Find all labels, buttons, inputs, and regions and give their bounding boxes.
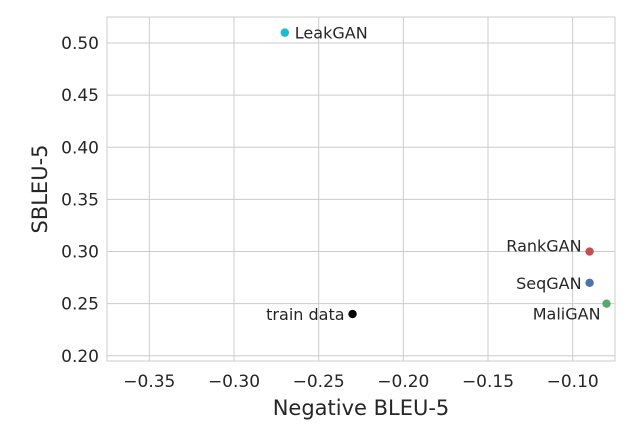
point-label-rankgan: RankGAN (506, 237, 581, 256)
x-tick-label: −0.20 (377, 372, 429, 392)
point-label-seqgan: SeqGAN (516, 274, 581, 293)
x-axis-label: Negative BLEU-5 (273, 396, 450, 420)
grid-lines (107, 17, 615, 361)
point-label-leakgan: LeakGAN (295, 24, 368, 43)
point-label-maligan: MaliGAN (533, 305, 601, 324)
x-tick-label: −0.35 (123, 372, 175, 392)
data-points: LeakGAN RankGAN SeqGAN MaliGAN train data (266, 24, 611, 324)
y-tick-label: 0.50 (61, 34, 99, 54)
x-tick-label: −0.25 (293, 372, 345, 392)
data-point-seqgan (585, 278, 594, 288)
y-tick-label: 0.30 (61, 243, 99, 263)
y-tick-label: 0.35 (61, 190, 99, 210)
y-tick-label: 0.25 (61, 295, 99, 315)
x-tick-label: −0.10 (547, 372, 599, 392)
tick-labels: −0.35 −0.30 −0.25 −0.20 −0.15 −0.10 0.20 0.25 0.… (61, 34, 599, 392)
y-tick-label: 0.20 (61, 347, 99, 367)
y-tick-label: 0.45 (61, 86, 99, 106)
y-tick-label: 0.40 (61, 138, 99, 158)
data-point-train-data (348, 309, 357, 319)
plot-area-frame (106, 16, 616, 362)
x-tick-label: −0.30 (208, 372, 260, 392)
data-point-rankgan (585, 247, 594, 256)
data-point-maligan (602, 299, 611, 308)
y-axis-label: SBLEU-5 (28, 144, 52, 233)
data-point-leakgan (280, 28, 289, 37)
x-tick-label: −0.15 (462, 372, 514, 392)
point-label-train-data: train data (266, 305, 344, 324)
